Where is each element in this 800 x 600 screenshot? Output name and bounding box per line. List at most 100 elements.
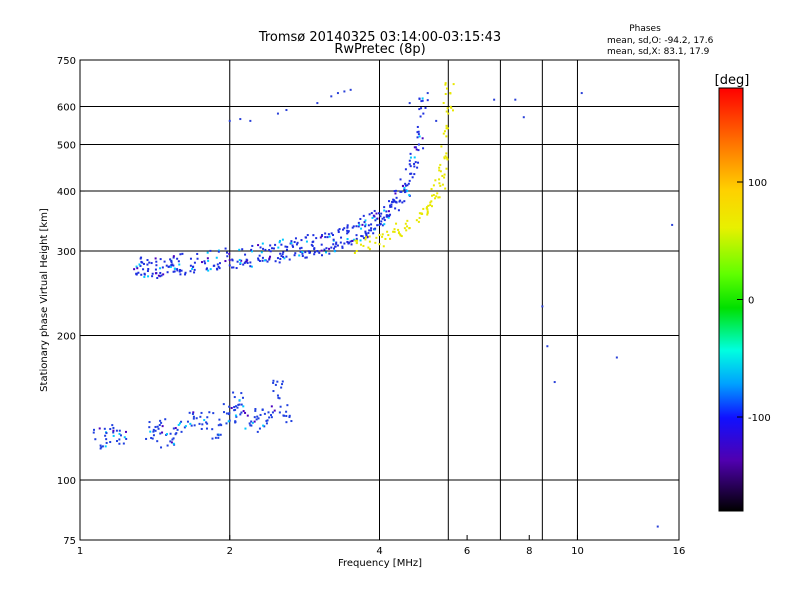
data-point	[206, 422, 209, 425]
data-point	[236, 406, 239, 409]
data-point	[443, 176, 446, 179]
data-point	[404, 182, 407, 185]
data-point	[175, 432, 178, 435]
data-point	[359, 239, 362, 242]
data-point	[359, 217, 362, 220]
data-point	[249, 119, 252, 122]
data-point	[431, 194, 434, 197]
data-point	[271, 411, 274, 414]
data-point	[171, 438, 174, 441]
data-point	[311, 241, 314, 244]
data-point	[101, 445, 104, 448]
data-point	[281, 253, 284, 256]
data-point	[233, 405, 236, 408]
data-point	[357, 225, 360, 228]
data-point	[268, 416, 271, 419]
data-point	[277, 246, 280, 249]
data-point	[228, 259, 231, 262]
data-point	[341, 246, 344, 249]
data-point	[281, 383, 284, 386]
data-point	[192, 417, 195, 420]
data-point	[156, 276, 159, 279]
data-point	[224, 247, 227, 250]
data-point	[269, 244, 272, 247]
data-point	[364, 219, 367, 222]
data-point	[138, 263, 141, 266]
data-point	[403, 227, 406, 230]
data-point	[161, 266, 164, 269]
data-point	[249, 424, 252, 427]
data-point	[403, 188, 406, 191]
data-point	[354, 239, 357, 242]
data-point	[394, 192, 397, 195]
data-point	[253, 416, 256, 419]
data-point	[227, 413, 230, 416]
data-point	[266, 419, 269, 422]
data-point	[239, 413, 242, 416]
data-point	[546, 345, 549, 348]
data-point	[376, 224, 379, 227]
data-point	[389, 204, 392, 207]
data-point	[159, 275, 162, 278]
data-point	[416, 136, 419, 139]
data-point	[152, 430, 155, 433]
data-point	[351, 239, 354, 242]
data-point	[184, 271, 187, 274]
y-tick-labels: 75 100 200 300 400 500 600 750	[57, 56, 76, 547]
data-point	[452, 109, 455, 112]
data-point	[250, 265, 253, 268]
data-point	[336, 92, 339, 95]
data-point	[118, 438, 121, 441]
data-point	[326, 236, 329, 239]
data-point	[288, 414, 291, 417]
data-point	[417, 130, 420, 133]
data-point	[150, 262, 153, 265]
data-point	[148, 421, 151, 424]
data-point	[276, 380, 279, 383]
data-point	[330, 95, 333, 98]
data-point	[207, 259, 210, 262]
data-point	[228, 264, 231, 267]
data-point	[278, 397, 281, 400]
data-point	[408, 179, 411, 182]
data-point	[294, 237, 297, 240]
data-point	[240, 403, 243, 406]
data-point	[146, 270, 149, 273]
data-point	[282, 251, 285, 254]
data-point	[409, 152, 412, 155]
data-point	[261, 259, 264, 262]
data-point	[160, 446, 163, 449]
y-tick-label: 100	[57, 476, 76, 487]
data-point	[391, 201, 394, 204]
data-point	[285, 255, 288, 258]
data-point	[383, 219, 386, 222]
data-point	[249, 265, 252, 268]
data-point	[163, 260, 166, 263]
data-point	[374, 241, 377, 244]
data-point	[177, 423, 180, 426]
data-point	[313, 251, 316, 254]
data-point	[341, 245, 344, 248]
data-point	[280, 243, 283, 246]
data-point	[271, 247, 274, 250]
data-point	[383, 223, 386, 226]
data-point	[337, 231, 340, 234]
data-point	[366, 236, 369, 239]
data-point	[293, 254, 296, 257]
data-point	[115, 429, 118, 432]
data-point	[299, 250, 302, 253]
data-point	[180, 269, 183, 272]
data-point	[118, 429, 121, 432]
data-point	[233, 396, 236, 399]
data-point	[178, 270, 181, 273]
data-point	[347, 231, 350, 234]
data-point	[244, 253, 247, 256]
data-point	[109, 441, 112, 444]
data-point	[406, 225, 409, 228]
data-point	[408, 227, 411, 230]
data-point	[184, 273, 187, 276]
data-point	[298, 254, 301, 257]
colorbar-label: [deg]	[715, 73, 750, 88]
data-point	[393, 228, 396, 231]
data-point	[172, 256, 175, 259]
